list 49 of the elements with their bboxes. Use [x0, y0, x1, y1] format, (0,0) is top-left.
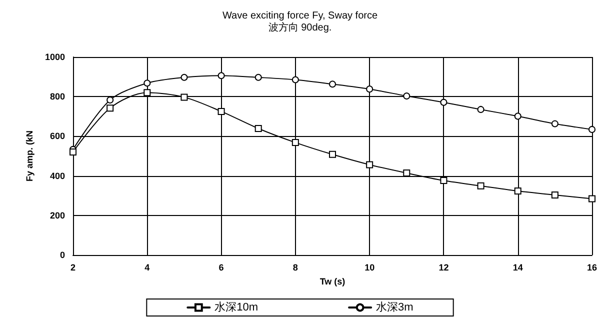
point [366, 161, 374, 168]
y-tick-label: 1000 [44, 52, 65, 62]
point [588, 195, 596, 202]
point [329, 80, 336, 88]
point [292, 139, 299, 146]
x-tick-label: 8 [292, 262, 298, 272]
point [403, 170, 410, 177]
point [254, 74, 262, 81]
x-tick-label: 16 [586, 262, 597, 272]
chart-subtitle: 波方向 90deg. [268, 22, 332, 34]
point [254, 124, 262, 132]
point [328, 150, 336, 158]
legend-label: 水深10m [214, 300, 258, 314]
point [218, 72, 225, 80]
x-tick-label: 2 [70, 262, 76, 272]
point [70, 148, 76, 156]
x-tick-label: 10 [364, 262, 375, 272]
y-tick-label: 0 [60, 250, 65, 260]
y-tick-label: 200 [50, 210, 65, 220]
point [218, 108, 225, 115]
point [106, 104, 114, 112]
point [366, 86, 374, 93]
point [106, 96, 114, 104]
point [514, 188, 522, 195]
point [144, 80, 151, 87]
y-tick-label: 800 [50, 92, 65, 102]
point [403, 92, 410, 100]
point [551, 120, 558, 128]
x-axis-title: Tw (s) [320, 276, 346, 286]
point [477, 182, 484, 190]
y-axis-title: Fy amp. (kN [24, 130, 35, 182]
x-tick-label: 12 [438, 262, 449, 272]
chart-title: Wave exciting force Fy, Sway force [222, 10, 378, 22]
y-tick-label: 400 [50, 170, 65, 181]
point [440, 98, 448, 106]
point [514, 112, 522, 120]
point [180, 94, 188, 101]
point [440, 177, 448, 184]
point [551, 192, 558, 199]
point [180, 74, 188, 81]
point [144, 89, 151, 96]
point [292, 76, 299, 84]
point [477, 106, 484, 113]
legend-label: 水深3m [376, 300, 414, 314]
x-tick-label: 4 [144, 262, 150, 272]
x-tick-label: 14 [512, 262, 523, 272]
x-tick-label: 6 [218, 262, 224, 272]
point [588, 126, 596, 133]
y-tick-label: 600 [50, 131, 65, 142]
